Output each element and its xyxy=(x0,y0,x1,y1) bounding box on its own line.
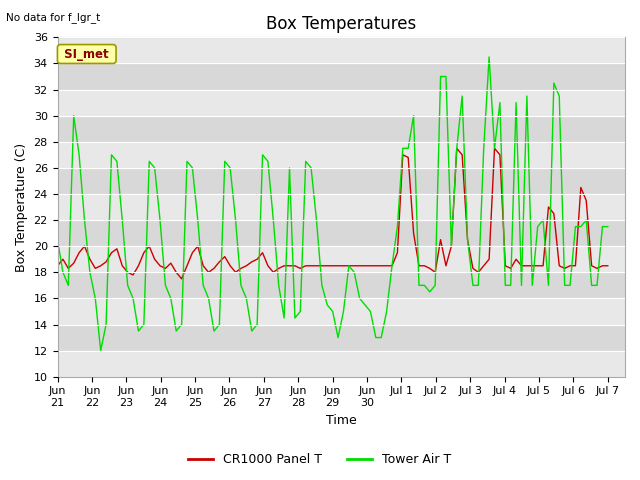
Bar xyxy=(58,37,625,63)
Text: SI_met: SI_met xyxy=(60,48,113,60)
X-axis label: Time: Time xyxy=(326,414,356,427)
Bar xyxy=(58,350,625,377)
Text: No data for f_lgr_t: No data for f_lgr_t xyxy=(6,12,100,23)
Title: Box Temperatures: Box Temperatures xyxy=(266,15,417,33)
Bar xyxy=(58,246,625,272)
Bar xyxy=(58,142,625,168)
Bar xyxy=(58,299,625,324)
Legend: CR1000 Panel T, Tower Air T: CR1000 Panel T, Tower Air T xyxy=(184,448,456,471)
Bar xyxy=(58,194,625,220)
Bar xyxy=(58,90,625,116)
Y-axis label: Box Temperature (C): Box Temperature (C) xyxy=(15,143,28,272)
